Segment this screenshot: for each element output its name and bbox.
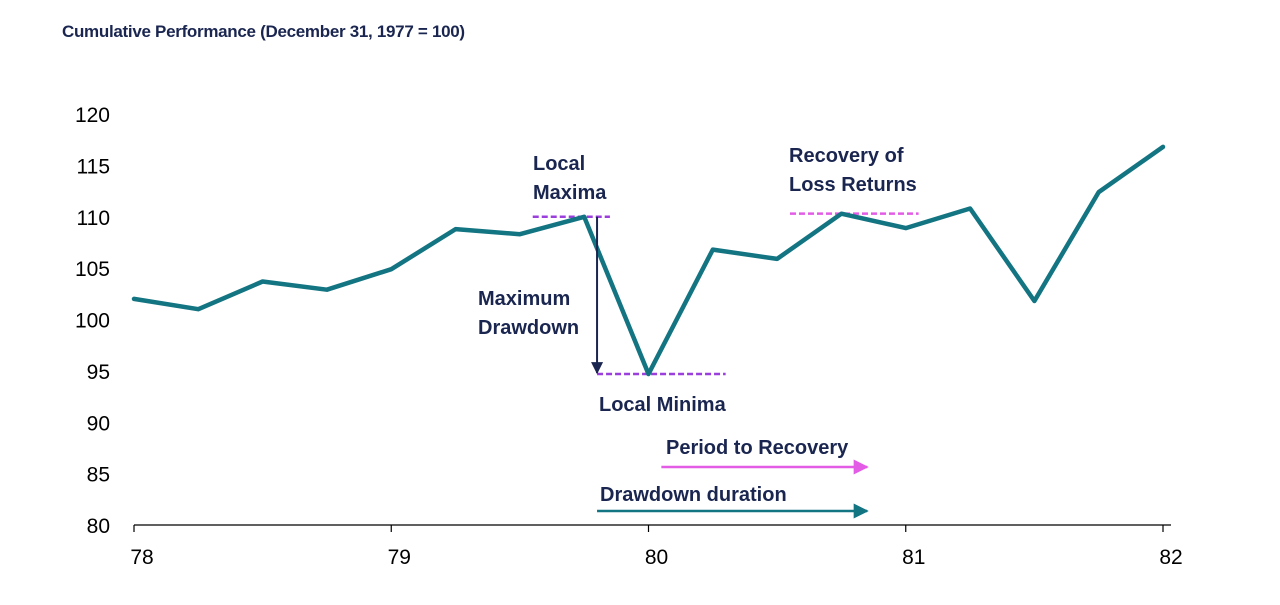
maximum-drawdown-label-line2: Drawdown xyxy=(478,317,579,339)
local-minima-label: Local Minima xyxy=(599,394,727,416)
drawdown-duration-label: Drawdown duration xyxy=(600,484,787,506)
local-maxima-label-line1: Local xyxy=(533,153,585,175)
data-point xyxy=(1032,299,1036,303)
y-tick-label: 105 xyxy=(75,258,110,281)
recovery-label-line2: Loss Returns xyxy=(789,174,917,196)
x-tick-label: 79 xyxy=(388,546,411,569)
y-tick-label: 120 xyxy=(75,104,110,127)
local-maxima-label-line2: Maxima xyxy=(533,182,607,204)
data-point xyxy=(775,257,779,261)
maximum-drawdown-label-line1: Maximum xyxy=(478,288,570,310)
y-tick-label: 115 xyxy=(77,155,110,178)
data-point xyxy=(711,248,715,252)
y-tick-label: 110 xyxy=(77,207,110,230)
data-point xyxy=(1097,190,1101,194)
data-point xyxy=(839,212,843,216)
x-tick-label: 81 xyxy=(902,546,925,569)
data-point xyxy=(1161,145,1165,149)
data-point xyxy=(261,279,265,283)
x-tick-label: 78 xyxy=(130,546,153,569)
series-line xyxy=(131,144,1166,377)
x-tick-label: 80 xyxy=(645,546,668,569)
data-point xyxy=(132,297,136,301)
data-point xyxy=(389,267,393,271)
data-point xyxy=(968,207,972,211)
recovery-label-line1: Recovery of xyxy=(789,145,904,167)
y-tick-label: 85 xyxy=(87,464,110,487)
data-point xyxy=(196,307,200,311)
y-tick-label: 90 xyxy=(87,412,110,435)
x-tick-label: 82 xyxy=(1159,546,1182,569)
data-point xyxy=(647,372,650,376)
y-tick-label: 100 xyxy=(75,310,110,333)
y-tick-label: 95 xyxy=(87,361,110,384)
chart-title: Cumulative Performance (December 31, 197… xyxy=(62,22,465,41)
data-point xyxy=(325,288,329,292)
data-point xyxy=(454,227,458,231)
data-point xyxy=(904,226,908,230)
data-point xyxy=(518,232,522,236)
y-tick-label: 80 xyxy=(87,515,110,538)
data-point xyxy=(582,215,586,219)
period-to-recovery-label: Period to Recovery xyxy=(666,437,849,459)
